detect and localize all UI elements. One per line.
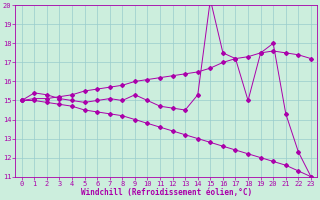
X-axis label: Windchill (Refroidissement éolien,°C): Windchill (Refroidissement éolien,°C): [81, 188, 252, 197]
